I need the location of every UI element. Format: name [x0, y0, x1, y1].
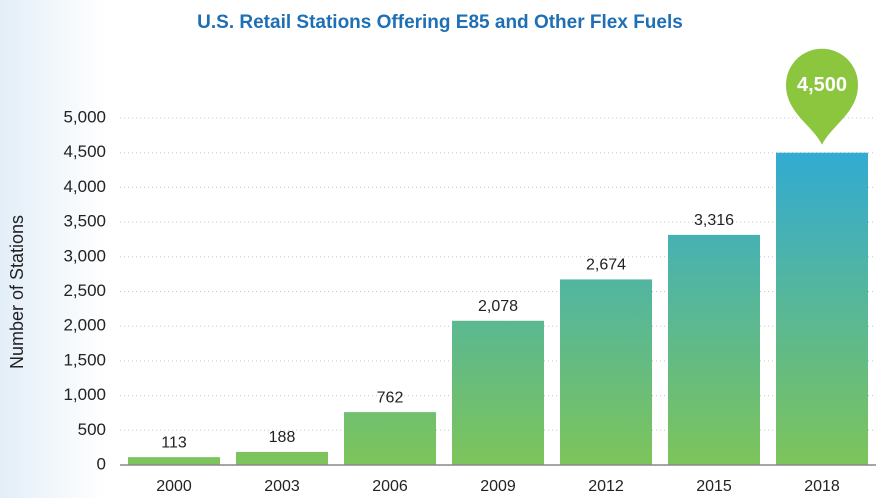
y-tick-label: 5,000: [63, 107, 106, 126]
callout-pin: [786, 48, 858, 145]
bar: [668, 234, 760, 465]
x-tick-label: 2015: [696, 478, 732, 495]
value-label: 762: [377, 389, 404, 406]
y-tick-label: 4,000: [63, 177, 106, 196]
value-label: 3,316: [694, 212, 734, 229]
value-label: 188: [269, 429, 296, 446]
y-tick-label: 4,500: [63, 142, 106, 161]
y-tick-label: 1,500: [63, 350, 106, 369]
bar: [236, 451, 328, 465]
x-tick-label: 2009: [480, 478, 516, 495]
y-tick-label: 3,500: [63, 212, 106, 231]
chart-title: U.S. Retail Stations Offering E85 and Ot…: [197, 12, 683, 33]
value-label: 113: [161, 434, 187, 451]
x-tick-label: 2006: [372, 478, 408, 495]
y-axis-title: Number of Stations: [7, 215, 27, 369]
y-tick-label: 500: [78, 420, 106, 439]
bar: [344, 412, 436, 465]
value-label: 4,500: [797, 74, 847, 96]
value-label: 2,674: [586, 257, 626, 274]
y-tick-label: 2,500: [63, 281, 106, 300]
y-tick-label: 0: [97, 454, 106, 473]
x-tick-label: 2012: [588, 478, 624, 495]
bar: [128, 457, 220, 465]
y-tick-label: 1,000: [63, 385, 106, 404]
x-tick-label: 2018: [804, 478, 840, 495]
y-tick-label: 2,000: [63, 316, 106, 335]
y-tick-label: 3,000: [63, 246, 106, 265]
x-tick-label: 2003: [264, 478, 300, 495]
value-label: 2,078: [478, 298, 518, 315]
bar: [452, 320, 544, 465]
x-tick-label: 2000: [156, 478, 192, 495]
bar: [560, 279, 652, 465]
bar: [776, 152, 868, 465]
